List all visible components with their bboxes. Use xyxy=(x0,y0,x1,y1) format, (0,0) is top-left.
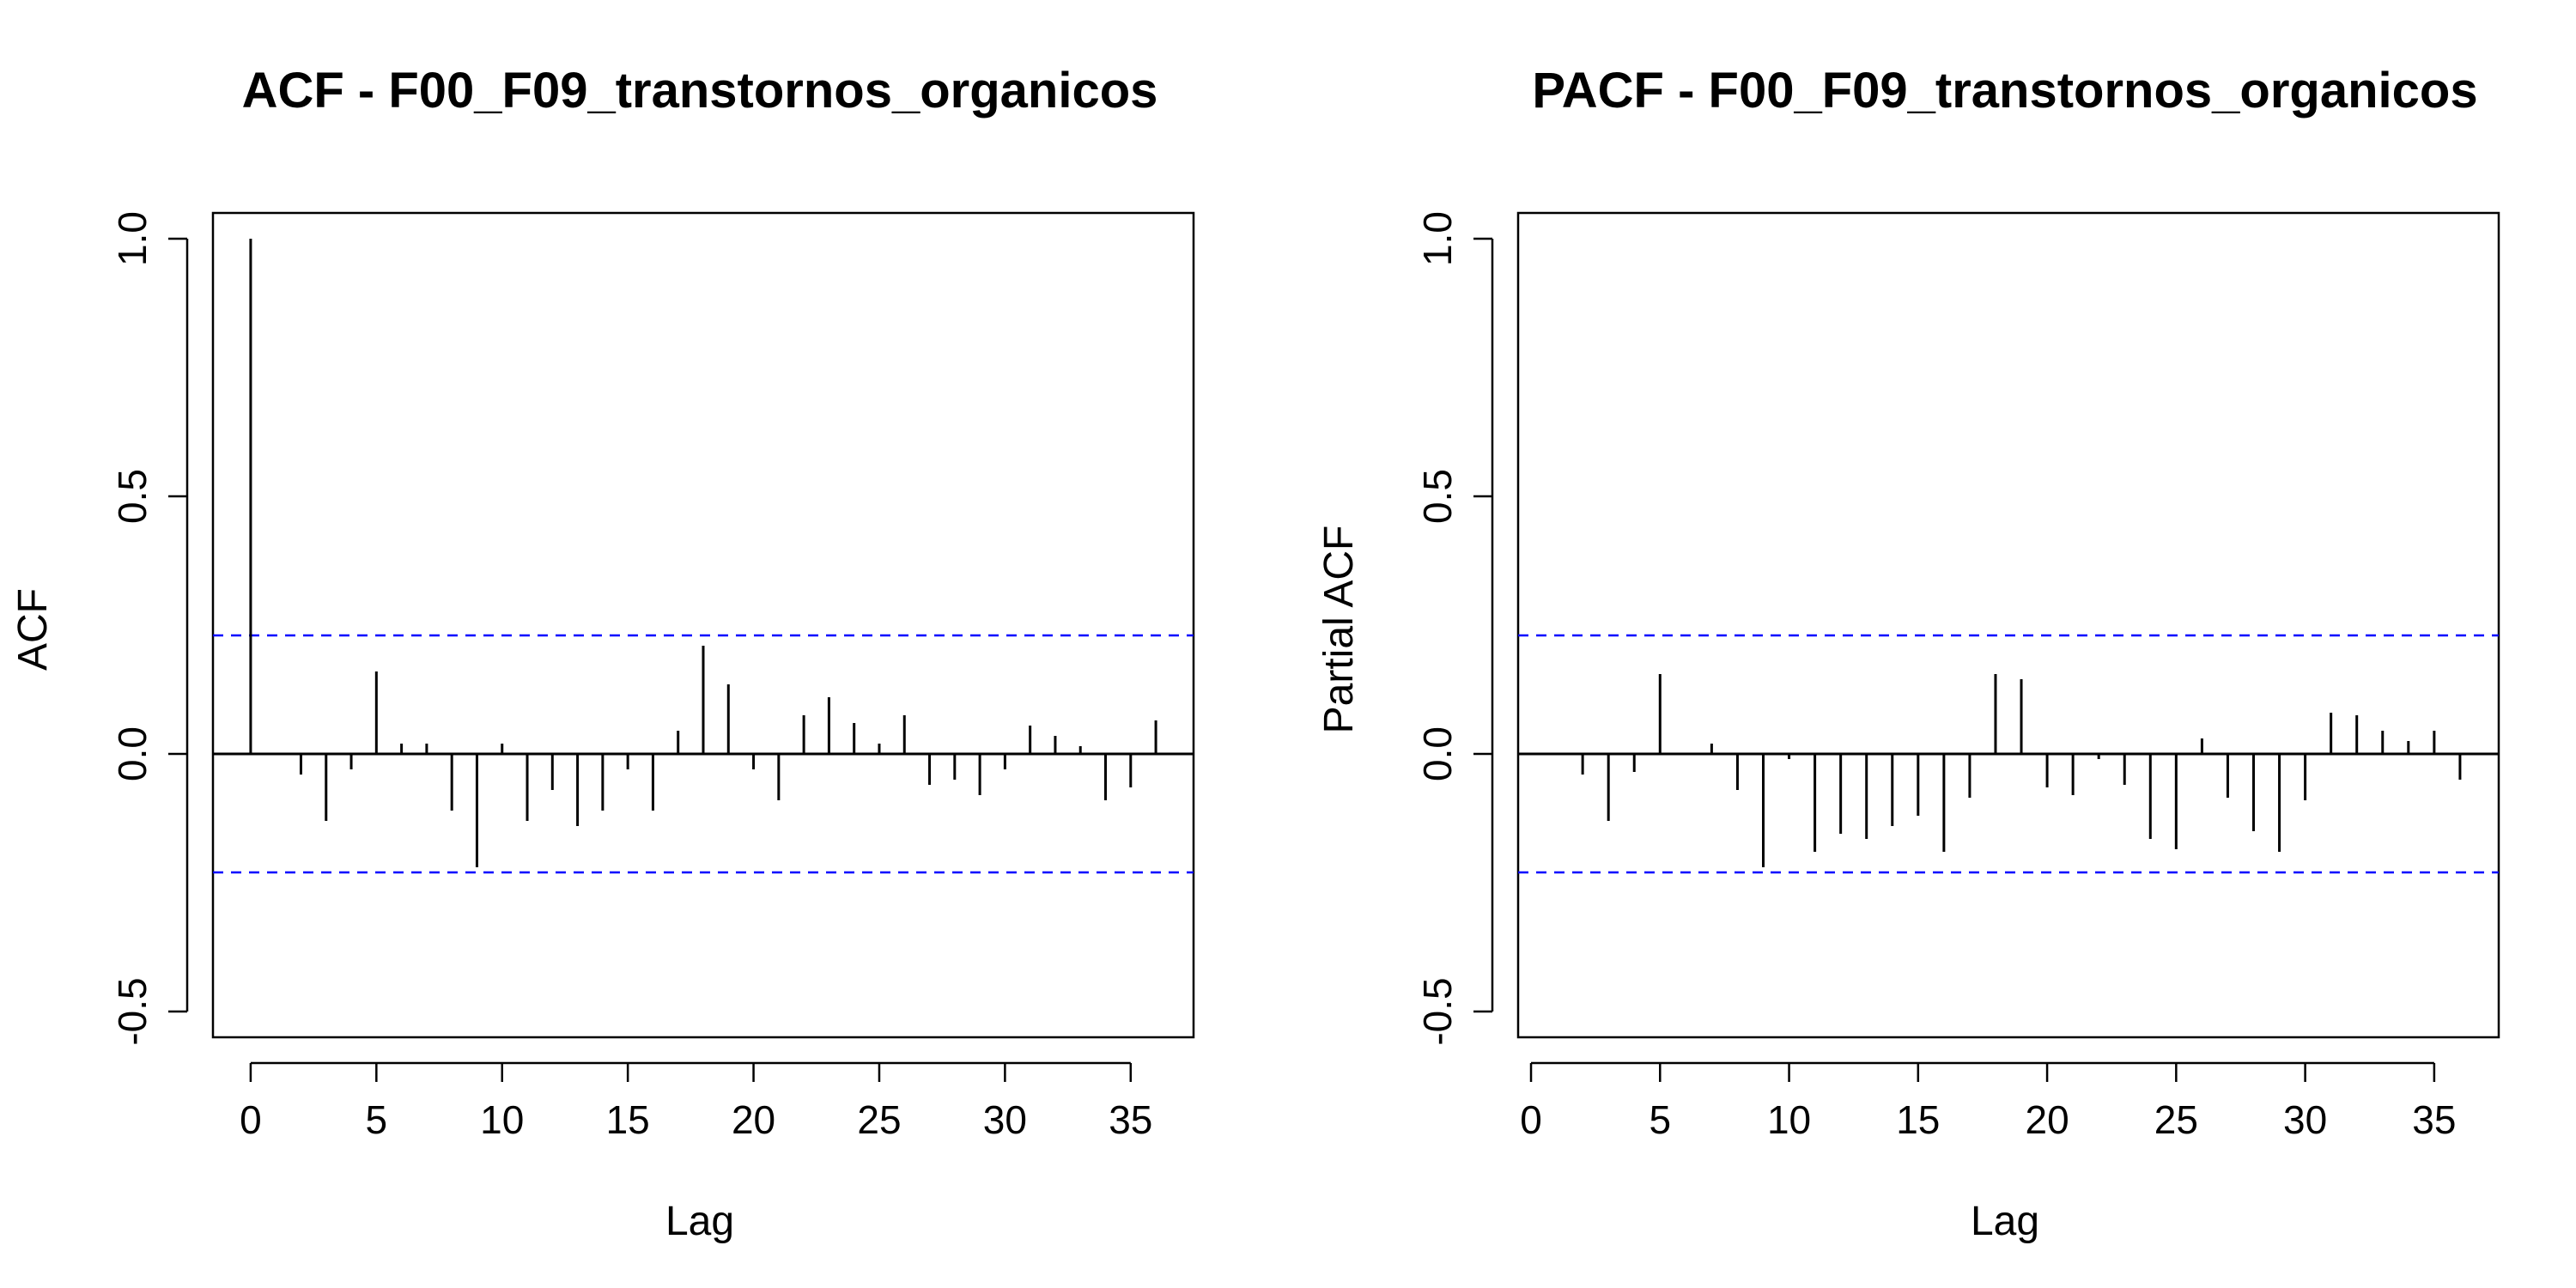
acf-y-tick-label: 0.0 xyxy=(110,726,155,781)
acf-y-tick-label: 0.5 xyxy=(110,469,155,524)
acf-chart-title: ACF - F00_F09_transtornos_organicos xyxy=(242,63,1158,118)
acf-y-axis-label: ACF xyxy=(10,588,56,671)
pacf-y-tick-label: 0.5 xyxy=(1415,469,1460,524)
pacf-x-axis-label: Lag xyxy=(1971,1199,2039,1244)
acf-x-tick-label: 10 xyxy=(480,1097,524,1142)
acf-x-tick-label: 5 xyxy=(366,1097,388,1142)
acf-y-tick-label: 1.0 xyxy=(110,211,155,266)
pacf-y-tick-label: 1.0 xyxy=(1415,211,1460,266)
pacf-y-tick-label: -0.5 xyxy=(1415,977,1460,1045)
acf-x-axis-label: Lag xyxy=(665,1199,734,1244)
acf-x-tick-label: 20 xyxy=(732,1097,775,1142)
pacf-x-tick-label: 35 xyxy=(2412,1097,2456,1142)
pacf-x-tick-label: 15 xyxy=(1896,1097,1940,1142)
pacf-x-tick-label: 10 xyxy=(1767,1097,1811,1142)
acf-x-tick-label: 0 xyxy=(240,1097,262,1142)
acf-x-tick-label: 35 xyxy=(1109,1097,1152,1142)
pacf-x-tick-label: 5 xyxy=(1649,1097,1671,1142)
pacf-plot-area: 0 5 10 15 20 25 30 35 -0.5 0.0 0.5 1.0 xyxy=(1415,211,2499,1142)
acf-y-tick-label: -0.5 xyxy=(110,977,155,1045)
pacf-x-tick-label: 25 xyxy=(2154,1097,2198,1142)
pacf-plot-frame xyxy=(1516,211,2500,1039)
acf-x-tick-label: 15 xyxy=(606,1097,650,1142)
acf-plot-frame xyxy=(211,211,1195,1039)
pacf-x-tick-label: 0 xyxy=(1520,1097,1542,1142)
acf-plot-area: 0 5 10 15 20 25 30 35 -0.5 0.0 0.5 1.0 xyxy=(110,211,1194,1142)
acf-x-tick-label: 25 xyxy=(857,1097,901,1142)
acf-panel: ACF - F00_F09_transtornos_organicos Lag … xyxy=(10,63,1195,1244)
pacf-panel: PACF - F00_F09_transtornos_organicos Lag… xyxy=(1316,63,2500,1244)
acf-x-tick-label: 30 xyxy=(983,1097,1027,1142)
pacf-chart-title: PACF - F00_F09_transtornos_organicos xyxy=(1532,63,2477,118)
pacf-x-tick-label: 30 xyxy=(2283,1097,2327,1142)
pacf-x-tick-label: 20 xyxy=(2025,1097,2069,1142)
pacf-y-axis-label: Partial ACF xyxy=(1316,526,1362,734)
pacf-y-tick-label: 0.0 xyxy=(1415,726,1460,781)
